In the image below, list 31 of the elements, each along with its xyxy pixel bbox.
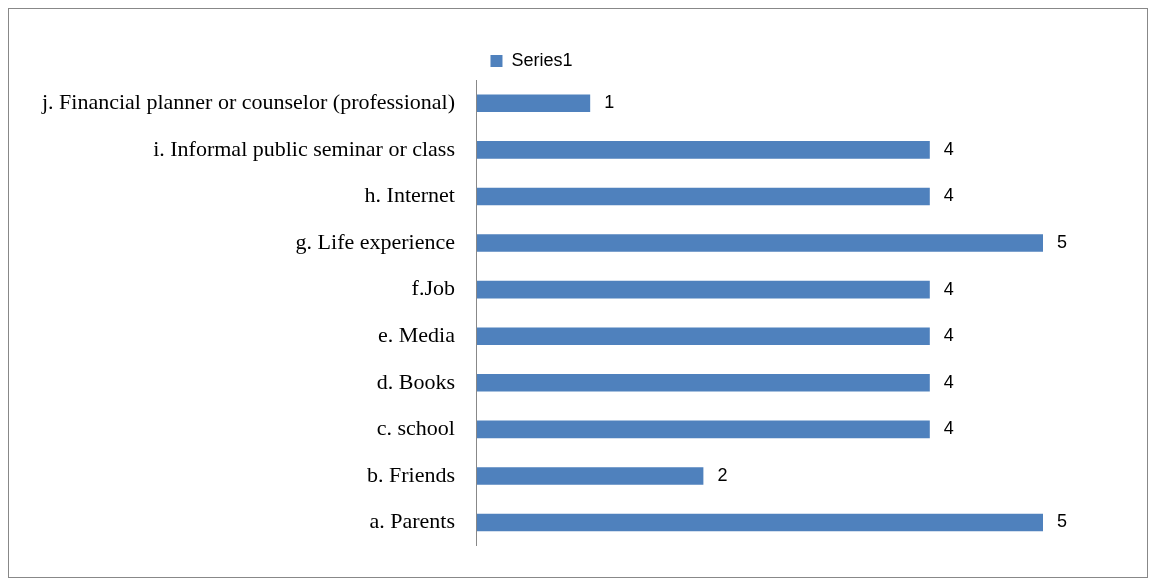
bar xyxy=(476,513,1043,532)
data-label: 4 xyxy=(943,278,954,299)
y-tick-label: i. Informal public seminar or class xyxy=(153,135,455,161)
y-tick-label: h. Internet xyxy=(364,182,455,208)
bar xyxy=(476,373,930,392)
data-label: 5 xyxy=(1057,511,1068,532)
y-tick-label: e. Media xyxy=(378,321,456,347)
bar xyxy=(476,234,1043,252)
data-label: 1 xyxy=(604,92,615,113)
data-label: 4 xyxy=(943,138,954,159)
bar xyxy=(476,141,930,159)
bar xyxy=(476,327,930,345)
data-label: 4 xyxy=(943,371,954,392)
y-tick-label: a. Parents xyxy=(369,508,455,534)
y-tick-label: b. Friends xyxy=(366,461,455,487)
data-label: 4 xyxy=(943,418,954,439)
bar xyxy=(476,467,704,485)
data-label: 5 xyxy=(1057,232,1068,252)
y-tick-label: d. Books xyxy=(376,368,455,394)
bar xyxy=(476,94,591,113)
legend-label: Series1 xyxy=(511,49,573,70)
y-tick-label: g. Life experience xyxy=(295,228,455,254)
bar xyxy=(476,420,930,439)
bar xyxy=(476,187,930,206)
y-tick-label: c. school xyxy=(376,415,455,441)
data-label: 2 xyxy=(717,464,728,485)
y-tick-label: j. Financial planner or counselor (professional) xyxy=(41,89,455,115)
bar xyxy=(476,280,930,299)
data-label: 4 xyxy=(943,185,954,206)
data-label: 4 xyxy=(943,325,954,346)
y-tick-label: f.Job xyxy=(411,275,455,301)
